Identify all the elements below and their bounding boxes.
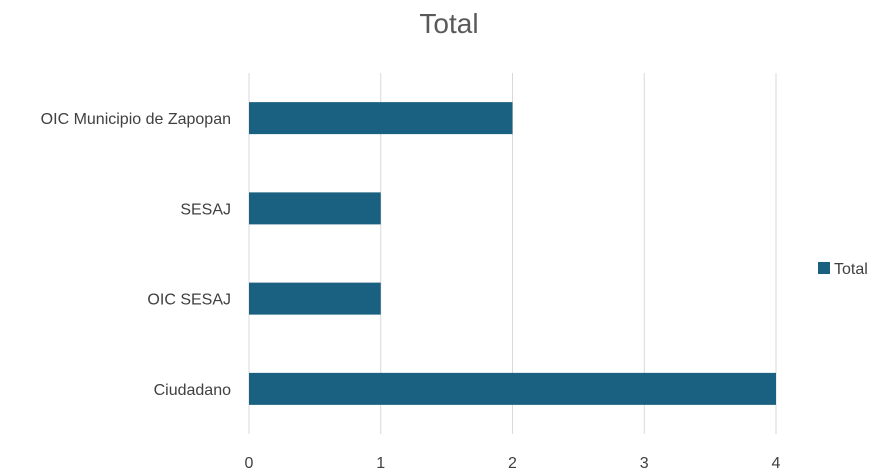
bar-oic-sesaj	[249, 282, 381, 315]
x-tick-label-3: 3	[640, 455, 649, 471]
x-tick-label-0: 0	[245, 455, 254, 471]
legend: Total	[818, 261, 868, 278]
legend-label-total: Total	[834, 261, 868, 278]
x-tick-label-4: 4	[772, 455, 781, 471]
bar-sesaj	[249, 192, 381, 225]
category-label-oic-sesaj: OIC SESAJ	[147, 292, 231, 309]
category-label-sesaj: SESAJ	[180, 201, 231, 218]
category-labels: OIC Municipio de Zapopan SESAJ OIC SESAJ Ci…	[41, 111, 231, 399]
bars	[249, 102, 776, 405]
legend-swatch-total	[818, 262, 830, 274]
bar-oic-municipio-de-zapopan	[249, 102, 513, 135]
x-axis-ticks: 0 1 2 3 4	[245, 455, 781, 471]
x-tick-label-2: 2	[508, 455, 517, 471]
category-label-oic-municipio-de-zapopan: OIC Municipio de Zapopan	[41, 111, 231, 128]
x-tick-label-1: 1	[376, 455, 385, 471]
category-label-ciudadano: Ciudadano	[154, 382, 232, 399]
chart-title: Total	[419, 8, 478, 39]
bar-ciudadano	[249, 372, 776, 405]
